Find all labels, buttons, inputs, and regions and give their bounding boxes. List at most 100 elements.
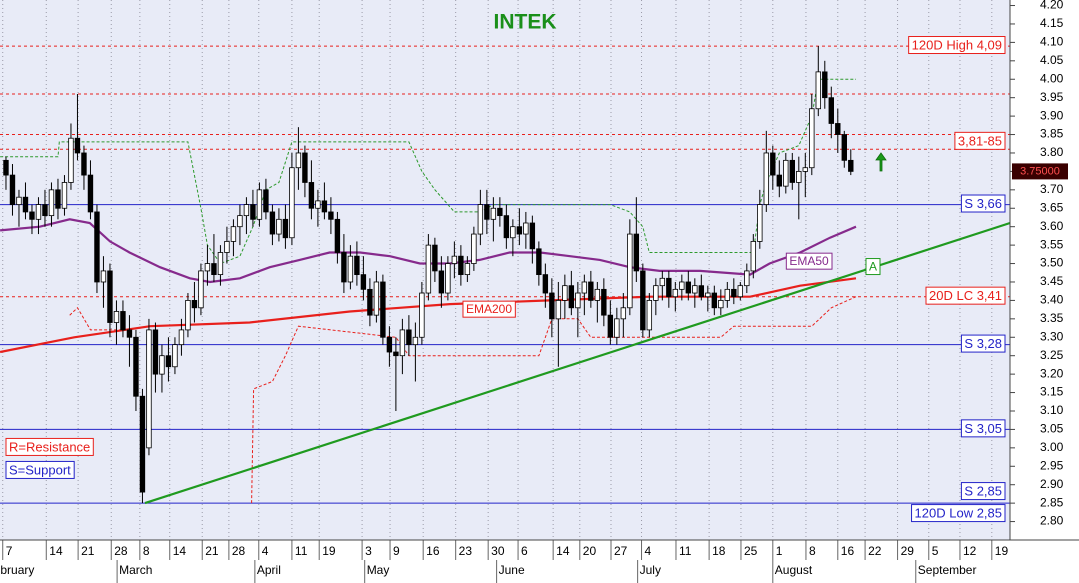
x-tick-label: 4: [645, 544, 652, 558]
label-box: [960, 334, 1006, 353]
candle-body: [100, 270, 107, 283]
candle-body: [341, 252, 347, 283]
y-tick-label: 3.30: [1040, 329, 1064, 343]
y-tick-label: 3.95: [1040, 90, 1064, 104]
month-label: June: [499, 563, 525, 577]
x-tick-label: 12: [963, 544, 977, 558]
candle-body: [87, 174, 94, 213]
annotations: 120D High 4,09 3,81-85 S 3,66 20D LC 3,41 S …: [5, 36, 1068, 523]
candle-body: [120, 311, 126, 331]
candle-body: [477, 204, 484, 235]
candle-body: [627, 233, 633, 309]
candle-body: [16, 196, 22, 205]
candle-body: [718, 300, 724, 309]
month-label: ebruary: [0, 563, 34, 577]
ema50-line: [0, 218, 857, 284]
candle-body: [237, 215, 243, 228]
candle-body: [315, 200, 321, 209]
candle-body: [61, 182, 68, 209]
x-tick-label: 5: [932, 544, 939, 558]
candle-body: [276, 218, 282, 235]
candle-body: [536, 248, 542, 276]
x-tick-label: 21: [205, 544, 219, 558]
candle-body: [711, 292, 718, 309]
label-box: [960, 194, 1006, 213]
y-tick-label: 4.15: [1040, 16, 1064, 30]
y-tick-label: 3.05: [1040, 422, 1064, 436]
candle-body: [698, 285, 705, 298]
candle-body: [334, 218, 341, 253]
x-tick-label: 19: [995, 544, 1009, 558]
candle-body: [217, 252, 224, 276]
candle-body: [152, 329, 159, 375]
candle-body: [835, 123, 841, 135]
candle-body: [302, 152, 308, 183]
candle-body: [523, 222, 529, 235]
candle-body: [399, 329, 406, 357]
candle-body: [497, 207, 503, 217]
x-tick-label: 21: [81, 544, 95, 558]
candle-body: [802, 167, 808, 172]
x-tick-label: 28: [232, 544, 246, 558]
label-box: [5, 460, 75, 479]
level-label: S 3,28: [964, 336, 1002, 351]
candle-body: [198, 270, 204, 309]
candle-body: [451, 255, 458, 264]
y-tick-label: 2.80: [1040, 514, 1064, 528]
level-label: S 3,66: [964, 196, 1002, 211]
y-tick-label: 3.60: [1040, 219, 1064, 233]
candle-body: [744, 270, 750, 287]
y-tick-label: 3.90: [1040, 108, 1064, 122]
candle-body: [575, 292, 581, 309]
candle-body: [724, 288, 731, 301]
label-box: [911, 504, 1006, 523]
candle-body: [679, 281, 685, 290]
candle-body: [269, 211, 276, 235]
x-tick-label: 23: [459, 544, 473, 558]
candle-body: [380, 281, 386, 338]
y-tick-label: 4.10: [1040, 35, 1064, 49]
x-tick-label: 9: [393, 544, 400, 558]
y-tick-label: 3.85: [1040, 127, 1064, 141]
candle-body: [68, 137, 74, 183]
candle-body: [354, 255, 360, 276]
candle-body: [445, 263, 451, 294]
label-box: [785, 252, 833, 270]
x-tick-label: 25: [744, 544, 758, 558]
month-label: April: [257, 563, 281, 577]
candle-body: [81, 152, 87, 176]
y-tick-label: 3.80: [1040, 145, 1064, 159]
candle-body: [633, 233, 640, 272]
candle-body: [770, 152, 776, 176]
y-tick-label: 3.50: [1040, 256, 1064, 270]
candle-body: [815, 71, 821, 110]
candle-body: [159, 355, 165, 375]
y-tick-label: 3.65: [1040, 200, 1064, 214]
candle-body: [139, 395, 146, 493]
candle-body: [659, 277, 666, 287]
candle-body: [666, 277, 672, 298]
candle-body: [165, 355, 172, 368]
month-label: July: [640, 563, 661, 577]
last-price-box: [1012, 163, 1068, 180]
x-tick-label: 4: [262, 544, 269, 558]
label-box: [954, 131, 1006, 150]
candle-body: [230, 226, 237, 242]
chart-title: INTEK: [494, 11, 557, 34]
x-tick-label: 14: [49, 544, 63, 558]
x-tick-label: 11: [679, 544, 692, 558]
candle-body: [289, 167, 295, 239]
candle-body: [516, 226, 523, 235]
candle-body: [243, 204, 250, 217]
candle-body: [74, 137, 81, 154]
candle-body: [146, 329, 152, 449]
candle-body: [809, 108, 815, 169]
level-label: 3,81-85: [958, 133, 1002, 148]
candle-body: [672, 288, 679, 298]
level-label: S 2,85: [964, 484, 1002, 499]
candle-body: [48, 189, 55, 217]
x-tick-label: 8: [809, 544, 816, 558]
candle-body: [581, 281, 588, 294]
series-label: EMA50: [789, 254, 829, 268]
x-tick-label: 16: [841, 544, 855, 558]
